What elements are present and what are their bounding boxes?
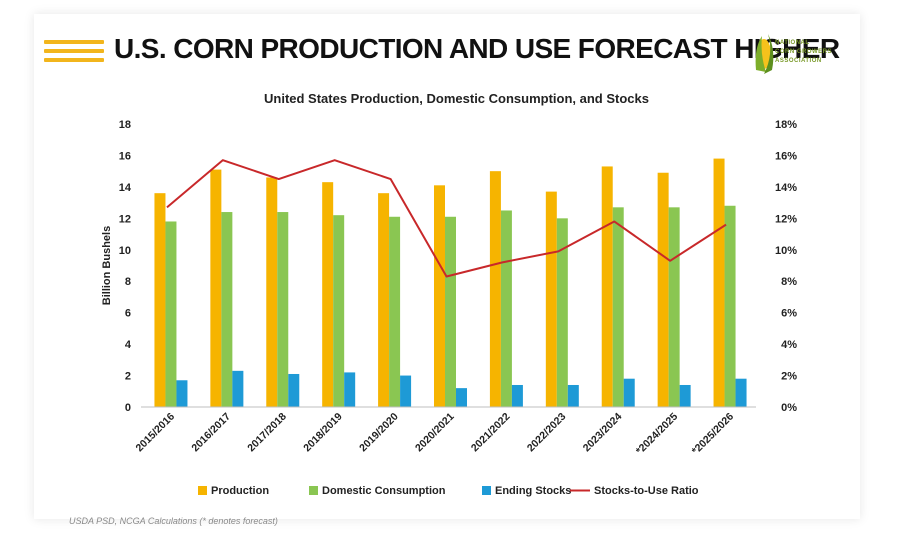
bar-production — [434, 185, 445, 407]
logo-text-line-1: NATIONAL — [775, 40, 810, 46]
bar-domestic-consumption — [668, 207, 680, 407]
bar-ending-stocks — [288, 373, 300, 407]
bar-ending-stocks — [456, 388, 467, 407]
bar-production — [266, 177, 278, 407]
bar-domestic-consumption — [500, 210, 512, 407]
y-tick-label: 12 — [119, 213, 131, 225]
bar-production — [378, 193, 390, 407]
y-axis-label: Billion Bushels — [101, 226, 113, 305]
bar-domestic-consumption — [445, 216, 456, 407]
x-tick-label: 2020/2021 — [413, 411, 457, 455]
logo-text-line-2: CORN GROWERS — [775, 49, 832, 55]
x-tick-label: 2017/2018 — [245, 411, 289, 455]
y-tick-label: 4 — [125, 339, 132, 351]
x-tick-label: 2016/2017 — [189, 411, 233, 455]
x-tick-label: 2018/2019 — [301, 411, 345, 455]
bar-production — [210, 169, 222, 407]
bar-domestic-consumption — [389, 216, 401, 407]
y2-tick-label: 10% — [775, 245, 797, 257]
logo-text-line-3: ASSOCIATION — [775, 58, 822, 64]
y2-tick-label: 18% — [775, 119, 797, 131]
bar-domestic-consumption — [556, 218, 568, 407]
y2-tick-label: 8% — [781, 276, 797, 288]
bar-ending-stocks — [735, 378, 747, 407]
bar-domestic-consumption — [333, 215, 345, 407]
legend-label: Production — [211, 485, 269, 497]
bar-production — [322, 182, 334, 407]
bar-domestic-consumption — [277, 212, 289, 407]
bar-ending-stocks — [232, 370, 244, 407]
chart-title: United States Production, Domestic Consu… — [264, 91, 649, 106]
bar-domestic-consumption — [724, 205, 736, 407]
legend-label: Domestic Consumption — [322, 485, 446, 497]
source-note: USDA PSD, NCGA Calculations (* denotes f… — [69, 516, 278, 526]
bar-production — [657, 172, 669, 407]
x-tick-label: 2019/2020 — [357, 411, 401, 455]
bar-ending-stocks — [176, 380, 188, 407]
bar-domestic-consumption — [612, 207, 624, 407]
bar-ending-stocks — [623, 378, 635, 407]
y2-tick-label: 0% — [781, 402, 797, 414]
legend-label: Stocks-to-Use Ratio — [594, 485, 699, 497]
y-tick-label: 14 — [119, 182, 132, 194]
y2-tick-label: 14% — [775, 182, 797, 194]
bar-domestic-consumption — [165, 221, 177, 407]
y2-tick-label: 6% — [781, 308, 797, 320]
y-tick-label: 18 — [119, 119, 131, 131]
y2-tick-label: 12% — [775, 213, 797, 225]
y-tick-label: 16 — [119, 150, 131, 162]
bar-production — [489, 171, 501, 407]
legend-swatch — [198, 486, 207, 495]
bar-production — [154, 193, 166, 407]
x-tick-label: *2024/2025 — [634, 411, 681, 458]
y-tick-label: 0 — [125, 402, 131, 414]
x-tick-label: 2021/2022 — [469, 411, 513, 455]
y-tick-label: 6 — [125, 308, 131, 320]
x-tick-label: 2023/2024 — [581, 411, 625, 455]
legend-swatch — [482, 486, 491, 495]
legend-label: Ending Stocks — [495, 485, 571, 497]
y-tick-label: 2 — [125, 371, 131, 383]
y-tick-label: 10 — [119, 245, 131, 257]
x-tick-label: 2015/2016 — [133, 411, 177, 455]
bar-ending-stocks — [400, 375, 412, 407]
x-tick-label: 2022/2023 — [525, 411, 569, 455]
bar-production — [713, 158, 725, 407]
page-title: U.S. CORN PRODUCTION AND USE FORECAST HI… — [114, 33, 840, 64]
ncga-logo-icon — [755, 34, 774, 74]
line-stocks-to-use-ratio — [166, 159, 727, 278]
bar-ending-stocks — [679, 384, 691, 407]
x-tick-label: *2025/2026 — [690, 411, 737, 458]
bar-ending-stocks — [567, 384, 579, 407]
bar-domestic-consumption — [221, 212, 233, 407]
bar-production — [601, 166, 613, 407]
legend-swatch — [309, 486, 318, 495]
bar-production — [545, 191, 557, 407]
y-tick-label: 8 — [125, 276, 131, 288]
y2-tick-label: 16% — [775, 150, 797, 162]
y2-tick-label: 4% — [781, 339, 797, 351]
bar-ending-stocks — [511, 384, 523, 407]
y2-tick-label: 2% — [781, 371, 797, 383]
bar-ending-stocks — [344, 372, 356, 407]
